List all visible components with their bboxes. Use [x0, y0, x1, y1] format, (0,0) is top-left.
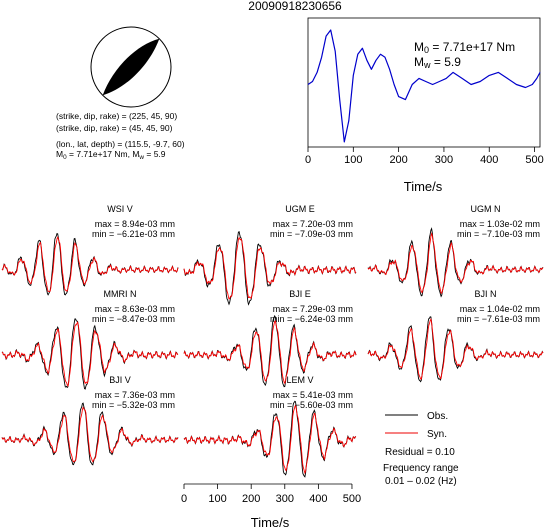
station-label: LEM V [286, 375, 313, 385]
stf-x-axis-label: Time/s [404, 179, 443, 194]
station-label: UGM N [471, 204, 501, 214]
time-axis-tick-label: 0 [181, 493, 187, 505]
focal-mechanism-beachball [90, 26, 172, 108]
synthetic-waveform [183, 404, 357, 475]
waveform-time-axis: 0 100 200 300 400 500 Time/s [181, 483, 361, 530]
max-amplitude-label: max = 1.04e-02 mm [460, 304, 540, 314]
synthetic-waveform [367, 232, 544, 294]
station-label: WSI V [107, 204, 133, 214]
legend-syn-label: Syn. [427, 429, 447, 440]
frequency-range-value: 0.01 – 0.02 (Hz) [385, 476, 457, 487]
stf-plot-frame [307, 17, 541, 148]
max-amplitude-label: max = 1.03e-02 mm [460, 219, 540, 229]
min-amplitude-label: min = −7.61e-03 mm [457, 314, 540, 324]
observed-waveform [1, 318, 179, 390]
min-amplitude-label: min = −5.32e-03 mm [92, 400, 175, 410]
stf-x-tick-label: 0 [305, 154, 311, 166]
stf-mw-label: Mw = 5.9 [414, 55, 461, 70]
station-label: BJI N [474, 289, 496, 299]
stf-x-tick-label: 100 [344, 154, 362, 166]
max-amplitude-label: max = 7.29e-03 mm [273, 304, 353, 314]
time-axis-tick-label: 300 [276, 493, 294, 505]
min-amplitude-label: min = −5.60e-03 mm [270, 400, 353, 410]
station-label: BJI E [289, 289, 311, 299]
figure-title: 20090918230656 [248, 0, 342, 13]
stf-x-tick-label: 500 [525, 154, 543, 166]
max-amplitude-label: max = 8.94e-03 mm [95, 219, 175, 229]
time-axis-tick-label: 200 [242, 493, 260, 505]
time-axis-tick-label: 100 [208, 493, 226, 505]
legend-obs-label: Obs. [427, 411, 448, 422]
stf-x-tick-label: 300 [435, 154, 453, 166]
max-amplitude-label: max = 8.63e-03 mm [95, 304, 175, 314]
synthetic-waveform [1, 321, 179, 387]
moment-magnitude-line: M0 = 7.71e+17 Nm, Mw = 5.9 [56, 149, 166, 161]
nodal-plane-1: (strike, dip, rake) = (225, 45, 90) [56, 111, 178, 121]
mw-value: 5.9 [153, 149, 166, 159]
residual-label: Residual = 0.10 [385, 447, 455, 458]
max-amplitude-label: max = 7.36e-03 mm [95, 390, 175, 400]
synthetic-waveform [183, 236, 357, 300]
stf-moment-label: M0 = 7.71e+17 Nm [414, 40, 516, 55]
observed-waveform [1, 402, 179, 466]
beachball-compression-lobe-fill [102, 38, 160, 96]
moment-value: 7.71e+17 Nm [76, 149, 128, 159]
station-label: BJI V [109, 375, 131, 385]
max-amplitude-label: max = 5.41e-03 mm [273, 390, 353, 400]
stf-moment-value: 7.71e+17 Nm [442, 40, 516, 54]
synthetic-waveform [367, 317, 544, 380]
stf-curve [307, 29, 541, 143]
observed-waveform [183, 314, 357, 388]
frequency-range-title: Frequency range [383, 463, 459, 474]
max-amplitude-label: max = 7.20e-03 mm [273, 219, 353, 229]
stf-x-tick-label: 200 [389, 154, 407, 166]
station-label: MMRI N [104, 289, 137, 299]
synthetic-waveform [183, 320, 357, 385]
hypocenter-location: (lon., lat, depth) = (115.5, -9.7, 60) [56, 139, 185, 149]
legend: Obs. Syn. Residual = 0.10 Frequency rang… [383, 411, 459, 487]
min-amplitude-label: min = −6.24e-03 mm [270, 314, 353, 324]
min-amplitude-label: min = −7.10e-03 mm [457, 229, 540, 239]
min-amplitude-label: min = −8.47e-03 mm [92, 314, 175, 324]
synthetic-waveform [1, 406, 179, 463]
station-label: UGM E [285, 204, 315, 214]
observed-waveform [1, 233, 179, 296]
time-axis-tick-label: 500 [343, 493, 361, 505]
observed-waveform [183, 231, 357, 306]
min-amplitude-label: min = −7.09e-03 mm [270, 229, 353, 239]
min-amplitude-label: min = −6.21e-03 mm [92, 229, 175, 239]
time-axis-label: Time/s [251, 515, 290, 530]
stf-mw-value: 5.9 [444, 55, 461, 69]
source-time-function-plot: 0 100 200 300 400 500 Time/s [305, 17, 544, 194]
stf-x-tick-label: 400 [480, 154, 498, 166]
time-axis-tick-label: 400 [309, 493, 327, 505]
synthetic-waveform [1, 235, 179, 292]
nodal-plane-2: (strike, dip, rake) = (45, 45, 90) [56, 123, 173, 133]
